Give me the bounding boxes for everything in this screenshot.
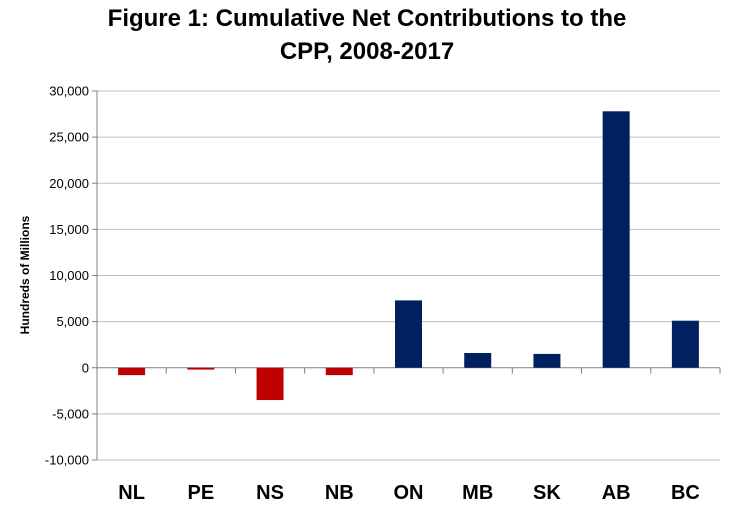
y-tick-label: 0 <box>82 360 89 375</box>
bar-bc <box>671 320 699 368</box>
x-tick-label: AB <box>602 482 631 504</box>
x-tick-label: NB <box>325 482 354 504</box>
x-tick-label: MB <box>462 482 493 504</box>
bar-on <box>395 300 422 368</box>
y-tick-label: 10,000 <box>49 268 89 283</box>
y-tick-label: 5,000 <box>56 314 89 329</box>
x-tick-label: NS <box>256 482 284 504</box>
y-tick-label: 25,000 <box>49 130 89 145</box>
bars <box>118 111 699 401</box>
y-axis-title: Hundreds of Millions <box>18 215 32 334</box>
y-tick-label: 30,000 <box>49 84 89 99</box>
x-tick-label: NL <box>118 482 145 504</box>
bar-sk <box>533 353 561 368</box>
chart-title-line-1: Figure 1: Cumulative Net Contributions t… <box>107 5 627 32</box>
x-tick-label: SK <box>533 482 561 504</box>
y-tick-label: 15,000 <box>49 222 89 237</box>
x-tick-label: BC <box>671 482 700 504</box>
y-tick-label: -5,000 <box>52 406 89 421</box>
bar-ab <box>602 111 630 368</box>
bar-mb <box>464 352 492 368</box>
chart-title-line-2: CPP, 2008-2017 <box>279 38 455 65</box>
x-tick-label: PE <box>187 482 214 504</box>
bar-nl <box>118 367 146 376</box>
bar-pe <box>187 367 215 370</box>
y-tick-label: 20,000 <box>49 176 89 191</box>
bar-ns <box>256 367 284 401</box>
labels: 30,000 25,000 20,000 15,000 10,000 5,000 0 -5,0… <box>45 84 700 505</box>
bar-nb <box>325 367 353 376</box>
y-tick-label: -10,000 <box>45 453 89 468</box>
x-tick-label: ON <box>394 482 424 504</box>
